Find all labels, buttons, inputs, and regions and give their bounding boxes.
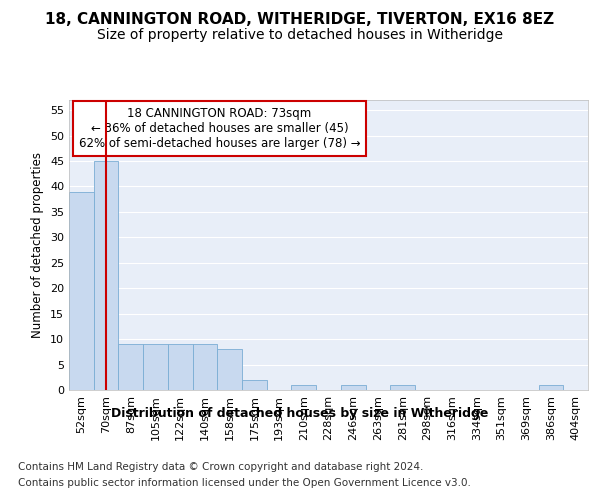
Y-axis label: Number of detached properties: Number of detached properties	[31, 152, 44, 338]
Text: Contains public sector information licensed under the Open Government Licence v3: Contains public sector information licen…	[18, 478, 471, 488]
Bar	[390, 385, 415, 390]
Text: Distribution of detached houses by size in Witheridge: Distribution of detached houses by size …	[112, 408, 488, 420]
Text: Size of property relative to detached houses in Witheridge: Size of property relative to detached ho…	[97, 28, 503, 42]
Bar	[341, 385, 365, 390]
Bar	[143, 344, 168, 390]
Bar	[292, 385, 316, 390]
Text: 18, CANNINGTON ROAD, WITHERIDGE, TIVERTON, EX16 8EZ: 18, CANNINGTON ROAD, WITHERIDGE, TIVERTO…	[46, 12, 554, 28]
Bar	[242, 380, 267, 390]
Bar	[94, 161, 118, 390]
Bar	[69, 192, 94, 390]
Bar	[539, 385, 563, 390]
Text: Contains HM Land Registry data © Crown copyright and database right 2024.: Contains HM Land Registry data © Crown c…	[18, 462, 424, 472]
Bar	[168, 344, 193, 390]
Bar	[217, 350, 242, 390]
Bar	[193, 344, 217, 390]
Bar	[118, 344, 143, 390]
Text: 18 CANNINGTON ROAD: 73sqm
← 36% of detached houses are smaller (45)
62% of semi-: 18 CANNINGTON ROAD: 73sqm ← 36% of detac…	[79, 108, 361, 150]
